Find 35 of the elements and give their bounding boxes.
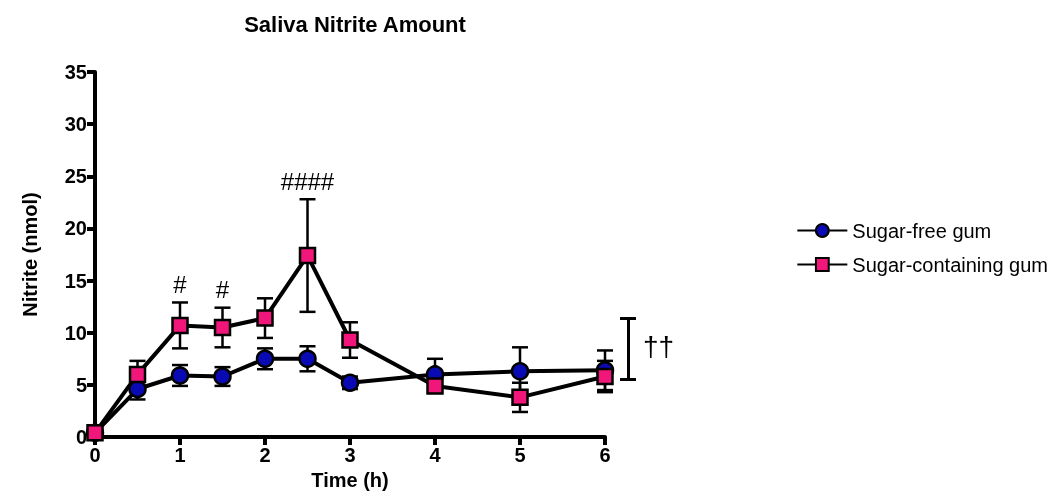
annotation: ####: [280, 167, 335, 195]
point: [128, 365, 147, 384]
annotation: #: [173, 270, 188, 298]
x-tick-label: 5: [514, 444, 526, 466]
annotation: #: [215, 276, 230, 304]
x-tick-label: 1: [174, 444, 186, 466]
y-tick-label: 10: [64, 321, 87, 344]
point: [171, 316, 189, 335]
y-axis-title: Nitrite (nmol): [19, 192, 41, 317]
point: [596, 367, 614, 386]
point: [511, 388, 529, 407]
y-tick-label: 5: [75, 373, 87, 396]
y-tick-label: 20: [64, 217, 87, 240]
x-tick-label: 2: [259, 444, 271, 466]
point: [298, 349, 317, 369]
y-tick-label: 0: [75, 426, 87, 448]
point: [213, 318, 232, 337]
point: [256, 309, 274, 327]
legend-label: Sugar-free gum: [852, 219, 992, 242]
y-tick-label: 30: [64, 113, 87, 136]
x-axis-title: Time (h): [311, 468, 389, 491]
point: [298, 246, 317, 265]
text: ††: [643, 330, 675, 362]
chart-title: Saliva Nitrite Amount: [244, 11, 467, 37]
x-tick-label: 0: [89, 444, 101, 466]
y-tick-label: 15: [64, 269, 87, 292]
point: [426, 377, 444, 395]
point: [341, 331, 359, 349]
x-tick-label: 6: [599, 444, 611, 466]
y-tick-label: 25: [64, 165, 87, 188]
legend-label: Sugar-containing gum: [852, 253, 1049, 276]
point: [510, 362, 530, 381]
x-tick-label: 4: [429, 444, 442, 466]
y-tick-label: 35: [64, 61, 87, 83]
x-tick-label: 3: [344, 444, 356, 466]
